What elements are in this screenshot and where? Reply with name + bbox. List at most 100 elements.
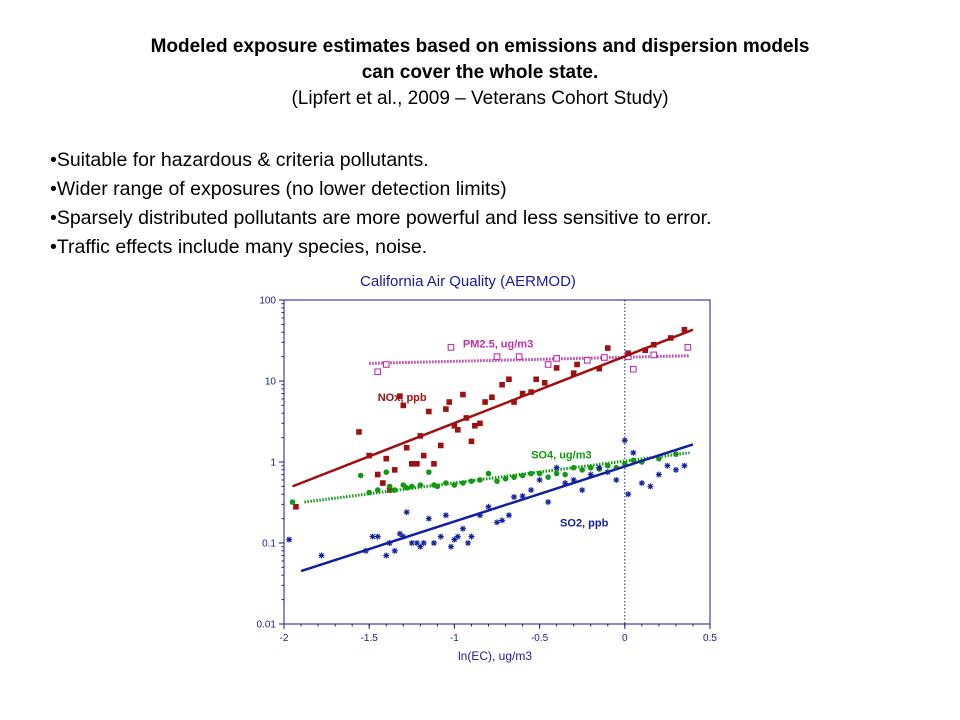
nox-point	[414, 461, 420, 467]
nox-point	[499, 381, 505, 388]
so2-point	[417, 543, 424, 550]
nox-point	[519, 390, 526, 397]
so2-point	[545, 499, 552, 506]
nox-point	[366, 452, 372, 459]
so2-point	[596, 464, 603, 471]
so2-point	[396, 530, 403, 537]
so4-point	[443, 480, 449, 486]
slide-title-line-1: Modeled exposure estimates based on emis…	[150, 36, 810, 57]
nox-point	[374, 471, 381, 478]
so4-point	[511, 474, 517, 480]
so4-point	[587, 464, 594, 471]
pm25-point	[544, 361, 552, 368]
so4-point	[357, 472, 364, 479]
so2-point	[604, 469, 611, 476]
nox-point	[455, 426, 461, 433]
pm25-point	[374, 368, 382, 376]
nox-point	[506, 376, 512, 383]
nox-point	[553, 365, 560, 371]
nox-point	[489, 394, 495, 401]
nox-series-label: NOx, ppb	[378, 392, 427, 404]
so4-point	[434, 483, 441, 490]
so2-point	[430, 540, 437, 546]
pm25-trend-line	[369, 354, 690, 365]
y-tick-label: 0.1	[262, 539, 276, 550]
nox-point	[426, 408, 432, 415]
so2-point	[403, 509, 410, 516]
x-tick-label: 0	[622, 633, 628, 644]
nox-point	[356, 429, 362, 435]
nox-point	[668, 335, 674, 341]
so2-point	[579, 487, 586, 494]
so4-point	[502, 476, 509, 482]
x-tick-label: -0.5	[531, 633, 549, 644]
slide-title-block: Modeled exposure estimates based on emis…	[0, 34, 960, 112]
nox-point	[482, 399, 488, 405]
pm25-point	[382, 361, 390, 368]
so2-point	[664, 462, 671, 469]
nox-point	[604, 345, 611, 351]
so4-point	[391, 487, 398, 493]
so2-point	[553, 464, 560, 471]
so4-point	[570, 464, 577, 471]
nox-point	[468, 438, 475, 445]
so2-point	[442, 512, 449, 519]
nox-point	[570, 370, 577, 376]
so4-point	[417, 482, 424, 488]
so2-point	[562, 480, 569, 487]
so2-point	[511, 493, 518, 500]
nox-point	[293, 503, 299, 510]
so4-point	[604, 462, 611, 469]
nox-point	[397, 393, 403, 399]
x-axis-label: ln(EC), ug/m3	[458, 649, 532, 663]
so2-point	[391, 547, 398, 554]
nox-point	[443, 406, 449, 412]
citation: (Lipfert et al., 2009 – Veterans Cohort …	[291, 88, 669, 109]
pm25-point	[583, 356, 591, 364]
so2-point	[519, 493, 526, 500]
x-tick-label: 0.5	[703, 633, 717, 644]
nox-point	[386, 487, 393, 493]
nox-point	[391, 467, 398, 473]
y-tick-label: 1	[270, 458, 276, 469]
bullet-list: •Suitable for hazardous & criteria pollu…	[50, 146, 712, 262]
so2-point	[420, 540, 427, 546]
nox-point	[446, 399, 453, 405]
so2-point	[476, 512, 483, 519]
nox-point	[409, 461, 415, 467]
nox-point	[533, 376, 539, 383]
so2-point	[681, 462, 688, 469]
nox-point	[596, 365, 603, 372]
so2-point	[459, 525, 466, 532]
so4-point	[451, 482, 458, 488]
so2-point	[451, 536, 458, 543]
so2-point	[570, 476, 577, 483]
so4-point	[536, 470, 543, 477]
so2-point	[672, 466, 679, 473]
so4-point	[494, 478, 500, 484]
so2-point	[369, 533, 376, 540]
so2-point	[494, 519, 500, 526]
so2-point	[286, 536, 293, 543]
nox-point	[451, 422, 458, 429]
so2-point	[587, 471, 594, 478]
pm25-point	[629, 365, 637, 373]
nox-point	[431, 461, 437, 467]
so2-point	[425, 515, 432, 522]
bullet-item: •Traffic effects include many species, n…	[50, 236, 428, 258]
so2-point	[468, 533, 475, 540]
so2-point	[621, 437, 628, 444]
so2-point	[408, 540, 415, 546]
y-tick-label: 100	[259, 296, 276, 307]
so4-series-label: SO4, ug/m3	[531, 450, 592, 462]
so2-point	[465, 540, 472, 546]
so4-point	[656, 455, 662, 462]
nox-point	[642, 347, 649, 354]
bullet-item: •Wider range of exposures (no lower dete…	[50, 178, 507, 200]
so4-point	[426, 469, 432, 475]
so2-point	[647, 483, 654, 490]
so2-trend-line	[300, 443, 694, 573]
nox-point	[477, 420, 483, 427]
nox-point	[511, 399, 517, 405]
nox-point	[420, 452, 427, 459]
